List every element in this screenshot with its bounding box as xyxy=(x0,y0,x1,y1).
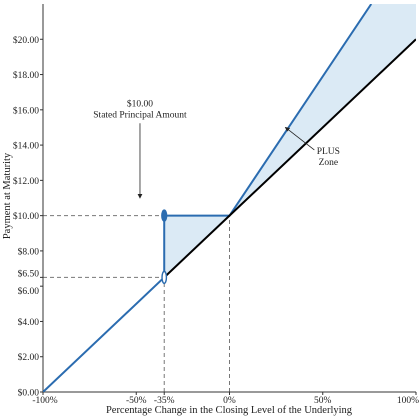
y-tick-label-12-00: $12.00 xyxy=(13,176,39,187)
x-axis-label: Percentage Change in the Closing Level o… xyxy=(106,405,353,416)
x-tick-label-50: -50% xyxy=(126,396,147,406)
x-tick-label-50: 50% xyxy=(314,396,332,406)
plus-zone-shading xyxy=(164,4,416,278)
x-tick-label-100: -100% xyxy=(32,396,57,406)
y-tick-label-20-00: $20.00 xyxy=(13,35,39,46)
filled-marker-0 xyxy=(161,209,168,222)
x-tick-label-100: 100% xyxy=(397,396,419,406)
tick-labels: $0.00 $2.00 $4.00 $6.00 $6.50 $8.00 $10.00 $12.… xyxy=(13,35,419,406)
annotation-1-line-0: PLUS xyxy=(317,147,340,157)
y-tick-label-4-00: $4.00 xyxy=(18,317,40,328)
y-tick-label-0-00: $0.00 xyxy=(18,388,40,399)
x-tick-label-35: -35% xyxy=(154,396,175,406)
y-tick-label-14-00: $14.00 xyxy=(13,141,39,152)
annotation-arrow-1 xyxy=(284,126,315,151)
shaded-region-1 xyxy=(229,4,416,216)
y-tick-label-8-00: $8.00 xyxy=(18,246,40,257)
y-tick-label-18-00: $18.00 xyxy=(13,70,39,81)
y-tick-label-6-50: $6.50 xyxy=(18,268,40,279)
y-tick-label-16-00: $16.00 xyxy=(13,105,39,116)
axes xyxy=(40,4,417,395)
series-line-underlying xyxy=(163,38,416,279)
reference-lines xyxy=(43,215,230,392)
y-tick-label-6-00: $6.00 xyxy=(18,286,40,297)
x-tick-label-0: 0% xyxy=(223,396,236,406)
y-axis-label: Payment at Maturity xyxy=(2,152,13,239)
y-tick-label-10-00: $10.00 xyxy=(13,211,39,222)
series-line-plus xyxy=(43,4,373,392)
annotation-0-line-1: Stated Principal Amount xyxy=(93,110,187,120)
annotation-0-line-0: $10.00 xyxy=(127,98,153,109)
markers xyxy=(161,209,168,285)
y-tick-label-2-00: $2.00 xyxy=(18,352,40,363)
open-marker-1 xyxy=(161,270,168,285)
annotation-1-line-1: Zone xyxy=(319,158,339,168)
